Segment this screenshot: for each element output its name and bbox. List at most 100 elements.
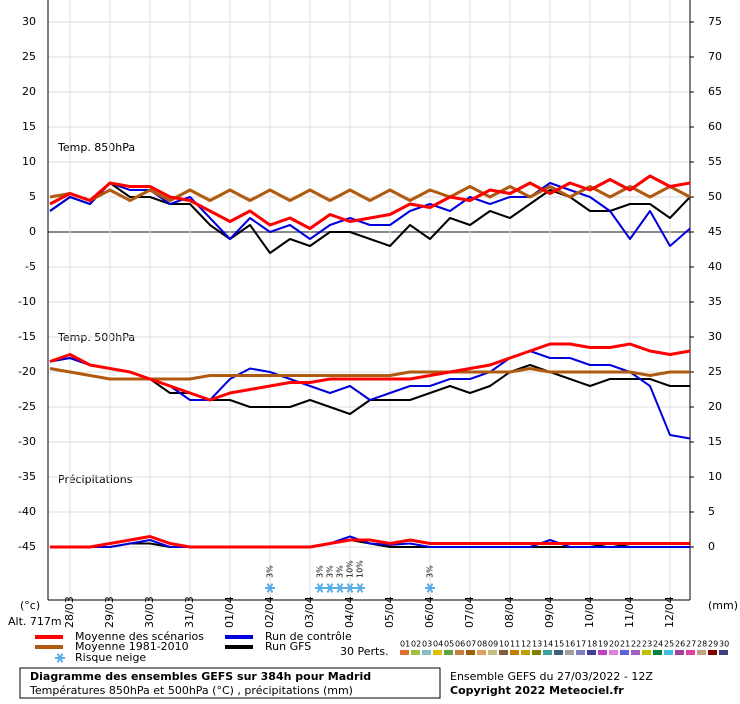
- pert-label: 17: [576, 640, 586, 649]
- pert-label: 26: [675, 640, 685, 649]
- pert-label: 12: [521, 640, 531, 649]
- x-tick-label: 30/03: [143, 596, 156, 628]
- annotation: Précipitations: [58, 473, 133, 486]
- pert-swatch: [510, 650, 519, 655]
- legend-label: Run de contrôle: [265, 630, 352, 643]
- x-tick-label: 07/04: [463, 596, 476, 628]
- annotation: Temp. 850hPa: [57, 141, 135, 154]
- legend-label: Run GFS: [265, 640, 311, 653]
- y2-tick-label: 45: [708, 225, 722, 238]
- y-tick-label: 25: [22, 50, 36, 63]
- snow-risk-label: 10%: [346, 560, 355, 578]
- y-tick-label: -30: [18, 435, 36, 448]
- y2-tick-label: 0: [708, 540, 715, 553]
- pert-swatch: [455, 650, 464, 655]
- pert-label: 06: [455, 640, 465, 649]
- y2-tick-label: 75: [708, 15, 722, 28]
- series-line: [49, 174, 691, 230]
- pert-swatch: [587, 650, 596, 655]
- y2-tick-label: 50: [708, 190, 722, 203]
- pert-label: 14: [543, 640, 553, 649]
- snowflake: [346, 583, 354, 593]
- x-tick-label: 29/03: [103, 596, 116, 628]
- pert-label: 23: [642, 640, 652, 649]
- y-tick-label: 30: [22, 15, 36, 28]
- pert-label: 08: [477, 640, 487, 649]
- x-tick-label: 03/04: [303, 596, 316, 628]
- snow-risk-label: 3%: [336, 565, 345, 578]
- snow-risk-label: 3%: [426, 565, 435, 578]
- pert-swatch: [499, 650, 508, 655]
- series-line: [50, 535, 690, 549]
- y2-tick-label: 55: [708, 155, 722, 168]
- y-tick-label: -40: [18, 505, 36, 518]
- y2-tick-label: 10: [708, 470, 722, 483]
- pert-swatch: [554, 650, 563, 655]
- pert-label: 10: [499, 640, 509, 649]
- snow-risk-label: 10%: [356, 560, 365, 578]
- pert-label: 22: [631, 640, 641, 649]
- snow-risk-label: 3%: [326, 565, 335, 578]
- y-tick-label: -45: [18, 540, 36, 553]
- y-axis-label: (°c): [20, 599, 40, 612]
- x-tick-label: 11/04: [623, 596, 636, 628]
- x-tick-label: 06/04: [423, 596, 436, 628]
- y-tick-label: 5: [29, 190, 36, 203]
- pert-swatch: [477, 650, 486, 655]
- altitude: Alt. 717m: [8, 615, 62, 628]
- subtitle: Températures 850hPa et 500hPa (°C) , pré…: [29, 684, 353, 697]
- pert-label: 03: [422, 640, 432, 649]
- y-tick-label: -25: [18, 400, 36, 413]
- snow-risk-label: 3%: [316, 565, 325, 578]
- pert-label: 15: [554, 640, 564, 649]
- pert-swatch: [642, 650, 651, 655]
- pert-swatch: [719, 650, 728, 655]
- pert-label: 09: [488, 640, 498, 649]
- pert-label: 16: [565, 640, 575, 649]
- pert-swatch: [708, 650, 717, 655]
- pert-label: 29: [708, 640, 718, 649]
- pert-label: 05: [444, 640, 454, 649]
- y2-tick-label: 60: [708, 120, 722, 133]
- pert-swatch: [664, 650, 673, 655]
- y2-tick-label: 30: [708, 330, 722, 343]
- y-tick-label: -15: [18, 330, 36, 343]
- pert-swatch: [675, 650, 684, 655]
- pert-swatch: [422, 650, 431, 655]
- snowflake: [336, 583, 344, 593]
- y-tick-label: -5: [25, 260, 36, 273]
- pert-label: 18: [587, 640, 597, 649]
- y-tick-label: 10: [22, 155, 36, 168]
- x-tick-label: 04/04: [343, 596, 356, 628]
- pert-label: 27: [686, 640, 696, 649]
- pert-label: 01: [400, 640, 410, 649]
- pert-label: 02: [411, 640, 421, 649]
- y2-tick-label: 20: [708, 400, 722, 413]
- pert-swatch: [653, 650, 662, 655]
- y-tick-label: 20: [22, 85, 36, 98]
- pert-label: 13: [532, 640, 542, 649]
- pert-label: 21: [620, 640, 630, 649]
- pert-label: 28: [697, 640, 707, 649]
- pert-swatch: [433, 650, 442, 655]
- pert-swatch: [521, 650, 530, 655]
- x-tick-label: 01/04: [223, 596, 236, 628]
- legend-label: Risque neige: [75, 651, 146, 664]
- pert-swatch: [488, 650, 497, 655]
- pert-swatch: [620, 650, 629, 655]
- pert-swatch: [532, 650, 541, 655]
- y-tick-label: -20: [18, 365, 36, 378]
- run-info: Ensemble GEFS du 27/03/2022 - 12Z: [450, 670, 653, 683]
- legend-label: Moyenne 1981-2010: [75, 640, 189, 653]
- y2-tick-label: 15: [708, 435, 722, 448]
- series-line: [49, 185, 691, 202]
- snowflake: [316, 583, 324, 593]
- x-tick-label: 02/04: [263, 596, 276, 628]
- pert-label: 30: [719, 640, 729, 649]
- y2-tick-label: 70: [708, 50, 722, 63]
- y-tick-label: -10: [18, 295, 36, 308]
- snow-risk-label: 3%: [266, 565, 275, 578]
